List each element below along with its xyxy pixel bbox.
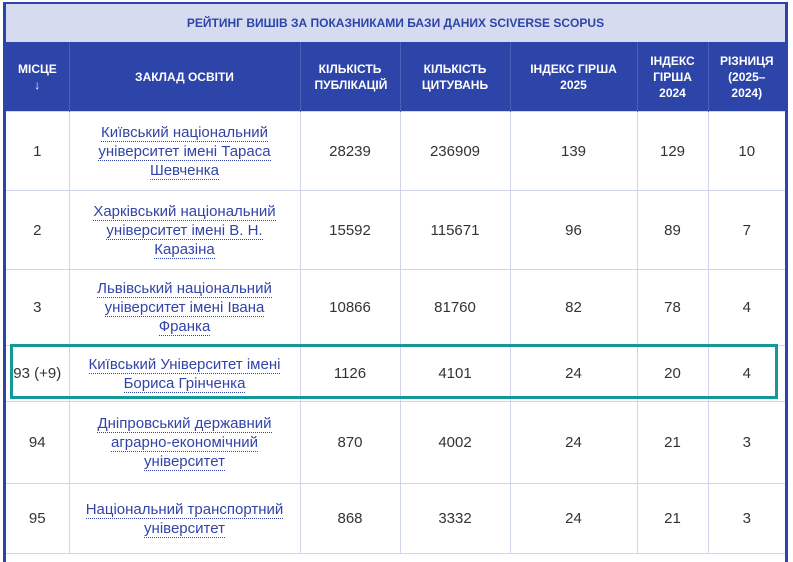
table-row: 2 Харківський національний університет ім…	[6, 190, 785, 270]
difference-cell: 3	[707, 483, 785, 554]
institution-link[interactable]: Харківський національний університет іме…	[93, 202, 276, 259]
place-cell: 1	[6, 111, 70, 191]
header-hindex-2025: ІНДЕКС ГІРША 2025	[509, 42, 637, 112]
citations-cell: 3332	[399, 483, 511, 554]
place-value: 93 (+9)	[13, 365, 62, 382]
hindex-2024-cell: 21	[636, 401, 709, 484]
citations-cell: 115671	[399, 190, 511, 270]
institution-link[interactable]: Національний транспортний університет	[85, 500, 284, 538]
table-row: 93 (+9) Київський Університет імені Борис…	[6, 345, 785, 402]
publications-cell: 870	[299, 401, 401, 484]
institution-cell: Дніпровський державний аграрно-економічн…	[68, 401, 301, 484]
table-title: РЕЙТИНГ ВИШІВ ЗА ПОКАЗНИКАМИ БАЗИ ДАНИХ …	[6, 4, 785, 42]
hindex-2024-cell: 129	[636, 111, 709, 191]
institution-link[interactable]: Львівський національний університет імен…	[97, 280, 272, 336]
publications-cell: 868	[299, 483, 401, 554]
header-citations: КІЛЬКІСТЬ ЦИТУВАНЬ	[399, 42, 510, 112]
hindex-2024-cell: 78	[636, 269, 709, 346]
hindex-2025-cell: 139	[509, 111, 638, 191]
header-difference: РІЗНИЦЯ (2025–2024)	[707, 42, 785, 112]
ranking-table-container: РЕЙТИНГ ВИШІВ ЗА ПОКАЗНИКАМИ БАЗИ ДАНИХ …	[3, 2, 788, 562]
institution-cell: Львівський національний університет імен…	[68, 269, 301, 346]
institution-link[interactable]: Київський Університет імені Бориса Грінч…	[88, 355, 281, 393]
institution-cell: Національний транспортний університет	[68, 483, 301, 554]
ranking-table: МІСЦЕ ↓ ЗАКЛАД ОСВІТИ КІЛЬКІСТЬ ПУБЛІКАЦ…	[6, 42, 785, 554]
place-value: 2	[33, 221, 42, 239]
place-value: 1	[33, 142, 42, 160]
hindex-2024-cell: 89	[636, 190, 709, 270]
header-institution: ЗАКЛАД ОСВІТИ	[68, 42, 300, 112]
difference-cell: 4	[707, 345, 785, 402]
place-cell: 93 (+9)	[6, 345, 70, 402]
table-row: 3 Львівський національний університет іме…	[6, 269, 785, 346]
place-value: 94	[28, 434, 46, 451]
hindex-2025-cell: 96	[509, 190, 638, 270]
citations-cell: 81760	[399, 269, 511, 346]
place-cell: 3	[6, 269, 70, 346]
place-value: 3	[33, 299, 42, 316]
hindex-2025-cell: 24	[509, 345, 638, 402]
publications-cell: 15592	[299, 190, 401, 270]
header-place[interactable]: МІСЦЕ ↓	[6, 42, 69, 112]
table-row: 94 Дніпровський державний аграрно-економі…	[6, 401, 785, 484]
place-cell: 2	[6, 190, 70, 270]
hindex-2024-cell: 20	[636, 345, 709, 402]
header-publications: КІЛЬКІСТЬ ПУБЛІКАЦІЙ	[299, 42, 400, 112]
place-cell: 95	[6, 483, 70, 554]
institution-cell: Київський національний університет імені…	[68, 111, 301, 191]
publications-cell: 1126	[299, 345, 401, 402]
institution-link[interactable]: Дніпровський державний аграрно-економічн…	[97, 415, 272, 471]
hindex-2025-cell: 24	[509, 483, 638, 554]
header-hindex-2024: ІНДЕКС ГІРША 2024	[636, 42, 708, 112]
citations-cell: 4101	[399, 345, 511, 402]
citations-cell: 236909	[399, 111, 511, 191]
institution-link[interactable]: Київський національний університет імені…	[98, 123, 271, 180]
institution-cell: Харківський національний університет іме…	[68, 190, 301, 270]
table-row: 1 Київський національний університет імен…	[6, 111, 785, 191]
difference-cell: 3	[707, 401, 785, 484]
hindex-2024-cell: 21	[636, 483, 709, 554]
place-cell: 94	[6, 401, 70, 484]
table-row: 95 Національний транспортний університет 8…	[6, 483, 785, 554]
difference-cell: 10	[707, 111, 785, 191]
hindex-2025-cell: 82	[509, 269, 638, 346]
publications-cell: 10866	[299, 269, 401, 346]
publications-cell: 28239	[299, 111, 401, 191]
institution-cell: Київський Університет імені Бориса Грінч…	[68, 345, 301, 402]
difference-cell: 7	[707, 190, 785, 270]
hindex-2025-cell: 24	[509, 401, 638, 484]
difference-cell: 4	[707, 269, 785, 346]
citations-cell: 4002	[399, 401, 511, 484]
place-value: 95	[28, 510, 46, 527]
